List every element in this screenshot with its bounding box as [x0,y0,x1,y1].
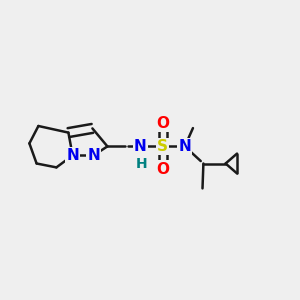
Text: N: N [178,139,191,154]
Text: N: N [87,148,100,163]
Text: N: N [66,148,79,163]
Text: O: O [156,116,169,131]
Text: N: N [134,139,147,154]
Text: O: O [156,162,169,177]
Text: S: S [157,139,168,154]
Text: H: H [136,157,147,171]
